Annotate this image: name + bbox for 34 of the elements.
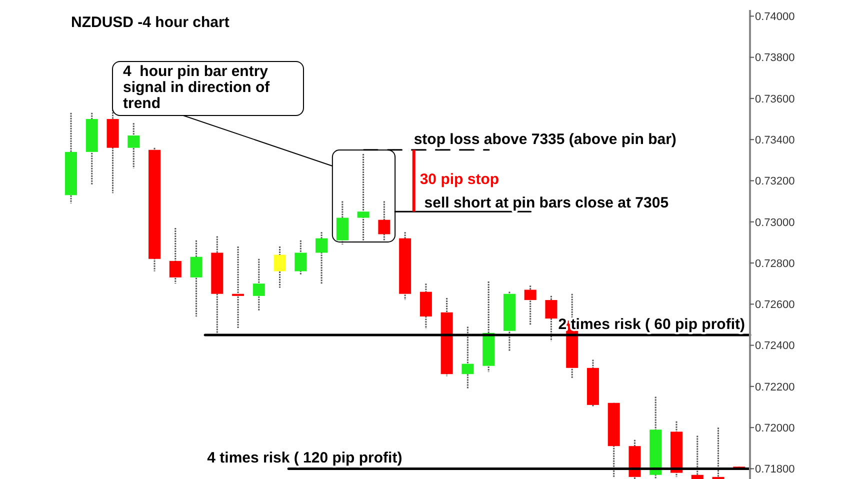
y-tick-label: 0.74000 (755, 11, 795, 24)
annotation: 30 pip stop (420, 171, 500, 188)
candlestick (252, 258, 265, 312)
candlestick (712, 426, 724, 479)
candlestick (169, 227, 182, 284)
candlestick (545, 295, 558, 342)
candlestick (190, 240, 202, 318)
y-tick-label: 0.72800 (755, 258, 795, 270)
candlestick (691, 435, 704, 479)
candlestick (294, 240, 307, 276)
y-tick-label: 0.72400 (755, 340, 795, 352)
candlestick (128, 122, 140, 170)
y-tick-label: 0.73400 (755, 134, 795, 146)
candlestick (462, 326, 474, 390)
chart-title: NZDUSD -4 hour chart (71, 14, 230, 31)
ref-line-label: 4 times risk ( 120 pip profit) (207, 450, 402, 467)
ref-line-label: stop loss above 7335 (above pin bar) (414, 130, 676, 148)
candlestick (232, 246, 244, 330)
y-tick-label: 0.73800 (755, 52, 795, 64)
y-tick-label: 0.72200 (755, 381, 795, 394)
annotation: 4 hour pin bar entry signal in direction of trend (112, 61, 304, 116)
y-tick-label: 0.73000 (755, 216, 795, 229)
y-tick-label: 0.71800 (755, 464, 795, 476)
y-tick-label: 0.73200 (755, 176, 795, 188)
candlestick (524, 284, 536, 326)
candlestick (357, 153, 370, 242)
candlestick (274, 246, 286, 288)
candlestick (378, 200, 390, 242)
y-tick-label: 0.72000 (755, 422, 795, 434)
y-tick-label: 0.72600 (755, 299, 795, 312)
ref-line-label: sell short at pin bars close at 7305 (424, 194, 669, 212)
y-tick-label: 0.73600 (755, 93, 795, 106)
candlestick (316, 231, 328, 284)
candlestick (336, 200, 348, 246)
